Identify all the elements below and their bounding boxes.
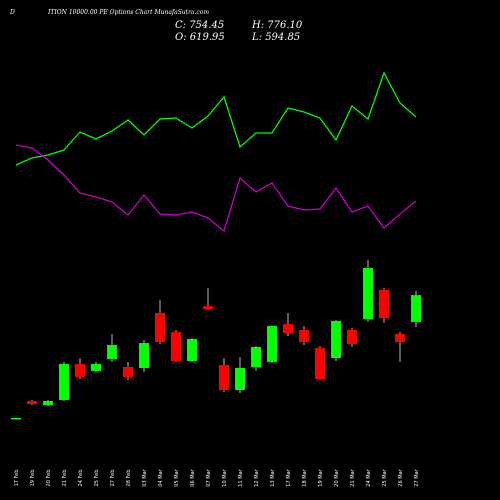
x-tick-label: 26 Mar [398,468,404,486]
candle-body [43,401,53,405]
candle-body [315,348,325,379]
candle-body [235,368,245,390]
candle-body [123,367,133,377]
candle-body [267,326,277,362]
prefix: D [9,9,15,16]
candle-body [395,334,405,342]
x-tick-label: 24 Mar [366,468,372,486]
x-tick-label: 27 Mar [414,468,420,486]
candle-body [379,290,389,318]
candle-body [91,364,101,371]
x-tick-label: 20 Mar [334,468,340,486]
x-tick-label: 19 Mar [318,468,324,486]
candle-body [347,330,357,344]
x-tick-label: 25 Mar [382,468,388,486]
x-tick-label: 18 Mar [302,468,308,486]
summary-label: C: 754.45 [175,20,224,31]
x-tick-label: 06 Mar [190,468,196,486]
candle-body [283,324,293,333]
candle-body [251,347,261,367]
x-tick-label: 07 Mar [206,468,212,486]
summary-label: O: 619.95 [175,32,225,43]
candle-body [299,330,309,342]
x-tick-label: 04 Mar [158,468,164,486]
x-tick-label: 05 Mar [174,468,180,486]
candle-body [171,332,181,361]
x-tick-label: 10 Mar [222,468,228,486]
x-tick-label: 12 Mar [254,468,260,486]
candle-body [11,418,21,420]
x-tick-label: 03 Mar [142,468,148,486]
x-tick-label: 19 Feb [30,470,36,487]
candle-body [363,268,373,319]
summary-label: L: 594.85 [251,32,300,43]
x-tick-label: 11 Mar [238,468,244,486]
candle-body [75,364,85,377]
summary-label: H: 776.10 [251,20,303,31]
x-tick-label: 21 Mar [350,468,356,486]
x-tick-label: 28 Feb [126,470,132,487]
candle-body [411,295,421,323]
x-tick-label: 27 Feb [110,470,116,487]
chart-title: ITION 10000.00 PE Options Chart MunafaSu… [47,9,209,16]
indicator-line [15,71,417,166]
indicator-line [15,144,417,233]
x-tick-label: 21 Feb [62,470,68,487]
candle-body [219,365,229,390]
candle-body [155,313,165,342]
candle-body [331,321,341,358]
candle-body [187,339,197,361]
x-tick-label: 20 Feb [46,470,52,487]
x-tick-label: 13 Mar [270,468,276,486]
candle-body [139,343,149,368]
candle-body [27,401,37,404]
x-tick-label: 24 Feb [78,470,84,487]
candle-body [107,345,117,359]
x-tick-label: 25 Feb [94,470,100,487]
candle-body [59,364,69,400]
x-tick-label: 17 Mar [286,468,292,486]
candle-body [203,306,213,309]
x-tick-label: 17 Feb [14,470,20,487]
